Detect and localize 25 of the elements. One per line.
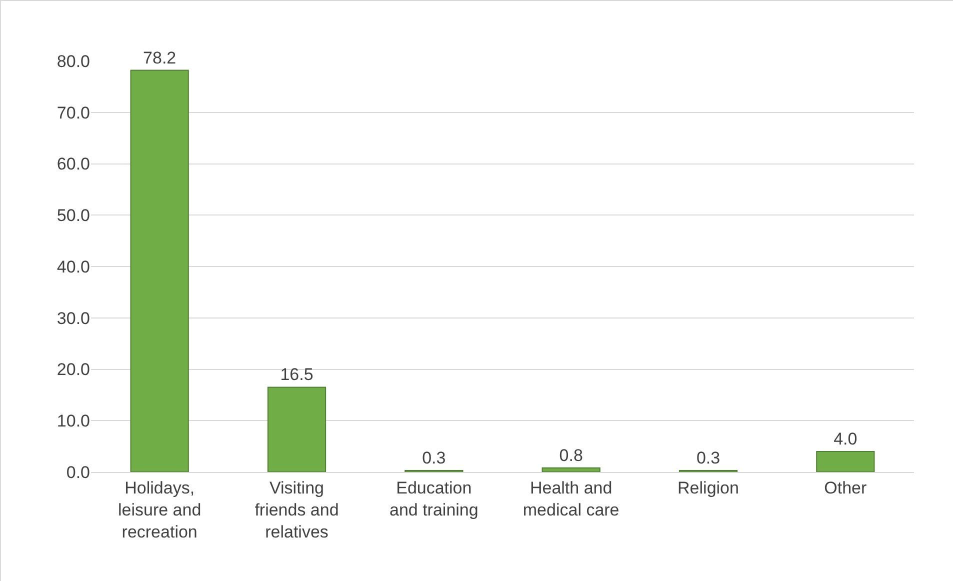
bar bbox=[542, 467, 600, 472]
x-tick-label: Education and training bbox=[390, 478, 478, 520]
x-tick-label: Other bbox=[824, 478, 868, 498]
data-label: 4.0 bbox=[834, 429, 858, 448]
y-tick-label: 30.0 bbox=[56, 308, 90, 328]
x-tick-label: Health and medical care bbox=[522, 478, 620, 520]
x-tick-label: Religion bbox=[678, 478, 739, 498]
y-tick-label: 10.0 bbox=[56, 412, 90, 431]
y-tick-label: 60.0 bbox=[56, 154, 90, 174]
data-label: 0.3 bbox=[422, 448, 446, 468]
y-tick-label: 80.0 bbox=[56, 52, 90, 71]
y-tick-label: 40.0 bbox=[56, 257, 90, 276]
bar bbox=[130, 70, 189, 472]
x-tick-label: Visiting friends and relatives bbox=[254, 478, 339, 542]
y-tick-label: 20.0 bbox=[56, 360, 90, 380]
y-tick-label: 70.0 bbox=[56, 103, 90, 122]
data-label: 78.2 bbox=[143, 48, 176, 68]
data-label: 0.3 bbox=[696, 448, 720, 468]
x-tick-label: Holidays, leisure and recreation bbox=[118, 478, 202, 542]
data-label: 16.5 bbox=[280, 365, 314, 384]
data-label: 0.8 bbox=[559, 446, 583, 465]
bar bbox=[267, 386, 326, 472]
bar bbox=[816, 450, 875, 472]
y-tick-label: 50.0 bbox=[56, 206, 90, 226]
y-tick-label: 0.0 bbox=[66, 462, 90, 482]
